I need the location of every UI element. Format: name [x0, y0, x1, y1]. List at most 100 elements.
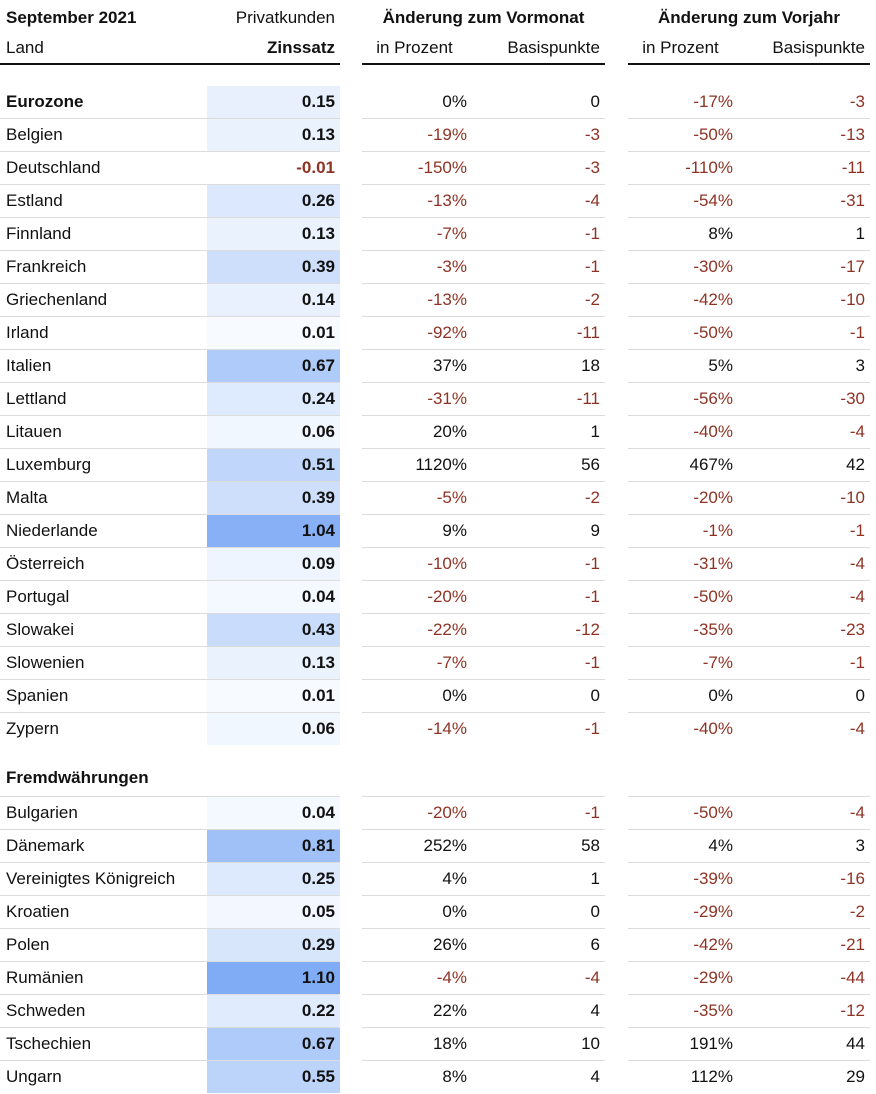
segment: Privatkunden	[235, 8, 335, 27]
row-line	[0, 895, 340, 896]
change-value: -35%	[693, 1001, 733, 1020]
rate: 1.10	[301, 968, 335, 987]
change-value: -42%	[693, 290, 733, 309]
rate: 0.22	[301, 1001, 335, 1020]
rate-cell	[207, 929, 340, 961]
row-line	[0, 184, 340, 185]
row-line	[0, 580, 340, 581]
row-line	[362, 481, 605, 482]
country: Irland	[6, 323, 49, 342]
change-value: 9%	[442, 521, 467, 540]
change-value: -11	[576, 389, 600, 408]
row-line	[628, 514, 870, 515]
country: Griechenland	[6, 290, 108, 309]
country: Frankreich	[6, 257, 87, 276]
row-line	[0, 712, 340, 713]
row-line	[0, 961, 340, 962]
rate: -0.01	[296, 158, 335, 177]
row-line	[628, 679, 870, 680]
rate-cell	[207, 614, 340, 646]
country: Dänemark	[6, 836, 85, 855]
change-value: -3	[584, 158, 600, 177]
change-value: 112%	[690, 1067, 733, 1086]
rate: 0.06	[301, 422, 335, 441]
change-value: -4	[849, 719, 865, 738]
change-value: -50%	[693, 587, 733, 606]
change-value: -1	[584, 587, 600, 606]
rate: 0.04	[301, 587, 335, 606]
change-value: -22%	[427, 620, 467, 639]
country: Finnland	[6, 224, 72, 243]
group-month: Änderung zum Vormonat	[382, 8, 585, 27]
row-line	[362, 514, 605, 515]
country: Slowakei	[6, 620, 75, 639]
row-line	[0, 547, 340, 548]
column-header: in Prozent	[642, 38, 719, 57]
row-line	[362, 679, 605, 680]
change-value: -3%	[436, 257, 467, 276]
rate: 0.01	[301, 323, 335, 342]
rate-cell	[207, 416, 340, 448]
row-line	[628, 448, 870, 449]
period: September 2021	[6, 8, 137, 27]
change-value: 10	[581, 1034, 600, 1053]
row-line	[0, 118, 340, 119]
row-line	[362, 895, 605, 896]
change-value: -11	[576, 323, 600, 342]
change-value: 191%	[689, 1034, 733, 1053]
row-line	[628, 646, 870, 647]
rate: 0.15	[301, 92, 335, 111]
rate: 0.43	[301, 620, 335, 639]
row-line	[362, 862, 605, 863]
row-line	[362, 580, 605, 581]
rate: 0.13	[301, 125, 335, 144]
header-rule	[362, 63, 605, 65]
rate-cell	[207, 350, 340, 382]
change-value: -44	[840, 968, 865, 987]
change-value: -16	[840, 869, 865, 888]
change-value: -30%	[693, 257, 733, 276]
rate: 0.05	[301, 902, 335, 921]
country: Malta	[6, 488, 48, 507]
change-value: -2	[584, 488, 600, 507]
row-line	[362, 646, 605, 647]
change-value: -17	[840, 257, 865, 276]
rate-cell	[207, 515, 340, 547]
change-value: 1	[855, 224, 865, 243]
row-line	[362, 994, 605, 995]
change-value: -23	[840, 620, 865, 639]
change-value: -42%	[693, 935, 733, 954]
row-line	[362, 316, 605, 317]
column-header: in Prozent	[376, 38, 453, 57]
change-value: 1120%	[415, 455, 467, 474]
change-value: -21	[840, 935, 865, 954]
change-value: 37%	[432, 356, 467, 375]
change-value: -4%	[436, 968, 467, 987]
country: Belgien	[6, 125, 63, 144]
rate-cell	[207, 86, 340, 118]
rate-cell	[207, 680, 340, 712]
row-line	[628, 796, 870, 797]
change-value: -92%	[427, 323, 467, 342]
row-line	[628, 862, 870, 863]
row-line	[0, 994, 340, 995]
change-value: -29%	[693, 902, 733, 921]
change-value: 18	[581, 356, 600, 375]
change-value: -50%	[693, 323, 733, 342]
rate: 0.55	[301, 1067, 335, 1086]
change-value: -17%	[693, 92, 733, 111]
change-value: -35%	[693, 620, 733, 639]
change-value: -40%	[693, 422, 733, 441]
change-value: -13%	[427, 290, 467, 309]
country: Kroatien	[6, 902, 70, 921]
change-value: -4	[849, 554, 865, 573]
row-line	[628, 382, 870, 383]
row-line	[628, 217, 870, 218]
change-value: -14%	[427, 719, 467, 738]
country: Italien	[6, 356, 52, 375]
change-value: -50%	[693, 125, 733, 144]
row-line	[628, 928, 870, 929]
row-line	[628, 415, 870, 416]
country: Deutschland	[6, 158, 101, 177]
